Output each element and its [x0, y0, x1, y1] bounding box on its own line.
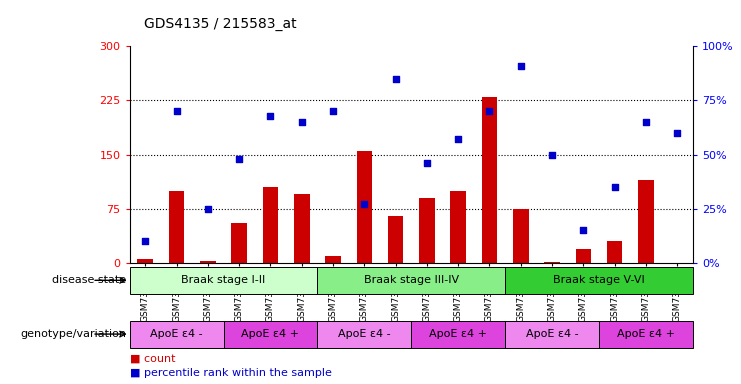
Bar: [200, 261, 216, 263]
Bar: [388, 216, 403, 263]
Point: [577, 227, 589, 233]
Bar: [356, 151, 372, 263]
Point: [640, 119, 652, 125]
Bar: [231, 223, 247, 263]
Point: [484, 108, 496, 114]
Bar: [169, 191, 185, 263]
Point: [139, 238, 151, 245]
Bar: [317, 321, 411, 348]
Bar: [576, 248, 591, 263]
Text: Braak stage I-II: Braak stage I-II: [182, 275, 266, 285]
Point: [546, 152, 558, 158]
Bar: [411, 321, 505, 348]
Text: Braak stage V-VI: Braak stage V-VI: [553, 275, 645, 285]
Bar: [505, 267, 693, 294]
Text: Braak stage III-IV: Braak stage III-IV: [364, 275, 459, 285]
Point: [421, 160, 433, 166]
Point: [452, 136, 464, 142]
Text: ApoE ε4 -: ApoE ε4 -: [338, 329, 391, 339]
Text: genotype/variation: genotype/variation: [20, 329, 126, 339]
Bar: [638, 180, 654, 263]
Bar: [419, 198, 435, 263]
Bar: [505, 321, 599, 348]
Text: ApoE ε4 -: ApoE ε4 -: [150, 329, 203, 339]
Text: ApoE ε4 -: ApoE ε4 -: [525, 329, 579, 339]
Bar: [607, 242, 622, 263]
Text: ■ count: ■ count: [130, 353, 175, 363]
Text: GDS4135 / 215583_at: GDS4135 / 215583_at: [144, 17, 297, 31]
Bar: [513, 209, 528, 263]
Text: ApoE ε4 +: ApoE ε4 +: [617, 329, 675, 339]
Text: ApoE ε4 +: ApoE ε4 +: [429, 329, 487, 339]
Bar: [544, 262, 560, 263]
Bar: [599, 321, 693, 348]
Bar: [130, 321, 224, 348]
Bar: [482, 97, 497, 263]
Bar: [262, 187, 279, 263]
Point: [390, 76, 402, 82]
Text: ApoE ε4 +: ApoE ε4 +: [242, 329, 299, 339]
Point: [202, 206, 214, 212]
Bar: [138, 260, 153, 263]
Point: [515, 63, 527, 69]
Point: [233, 156, 245, 162]
Bar: [130, 267, 317, 294]
Text: disease state: disease state: [52, 275, 126, 285]
Bar: [224, 321, 317, 348]
Point: [359, 201, 370, 207]
Bar: [317, 267, 505, 294]
Point: [327, 108, 339, 114]
Bar: [325, 256, 341, 263]
Bar: [294, 194, 310, 263]
Point: [296, 119, 308, 125]
Text: ■ percentile rank within the sample: ■ percentile rank within the sample: [130, 368, 331, 378]
Point: [265, 113, 276, 119]
Bar: [451, 191, 466, 263]
Point: [671, 130, 683, 136]
Point: [170, 108, 182, 114]
Point: [608, 184, 620, 190]
